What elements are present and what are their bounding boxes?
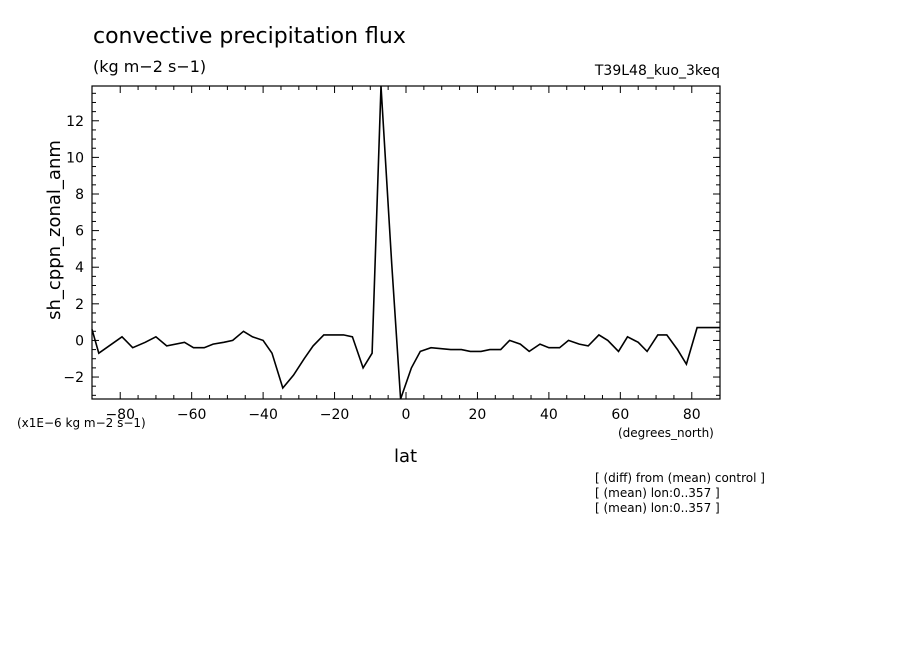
y-axis-ticks: −2 0 2 4 6 8 10 12 [63,92,720,396]
x-tick-label: 40 [540,407,558,423]
x-axis-label: lat [394,446,418,467]
x-tick-label: 60 [611,407,629,423]
y-tick-label: 12 [66,114,84,130]
x-axis-units: (degrees_north) [618,426,714,440]
chart-title: convective precipitation flux [93,24,406,49]
run-label: T39L48_kuo_3keq [594,63,720,79]
y-tick-label: 8 [75,187,84,203]
x-tick-label: −60 [177,407,207,423]
y-tick-label: 6 [75,224,84,240]
processing-notes: [ (diff) from (mean) control ] [ (mean) … [595,471,765,516]
x-tick-label: 80 [683,407,701,423]
note-line: [ (mean) lon:0..357 ] [595,486,720,500]
x-axis-ticks: −80 −60 −40 −20 0 20 40 60 80 [105,86,701,423]
y-tick-label: −2 [63,370,84,386]
note-line: [ (diff) from (mean) control ] [595,471,765,485]
data-series-line [91,85,720,400]
y-tick-label: 2 [75,297,84,313]
y-tick-label: 10 [66,150,84,166]
x-tick-label: −80 [105,407,135,423]
note-line: [ (mean) lon:0..357 ] [595,501,720,515]
x-tick-label: 0 [402,407,411,423]
chart-subtitle-units: (kg m−2 s−1) [93,57,207,76]
y-tick-label: 4 [75,260,84,276]
y-axis-units: (x1E−6 kg m−2 s−1) [17,416,146,430]
x-tick-label: −40 [248,407,278,423]
x-tick-label: −20 [320,407,350,423]
x-tick-label: 20 [469,407,487,423]
plot-frame [91,85,721,400]
y-tick-label: 0 [75,333,84,349]
